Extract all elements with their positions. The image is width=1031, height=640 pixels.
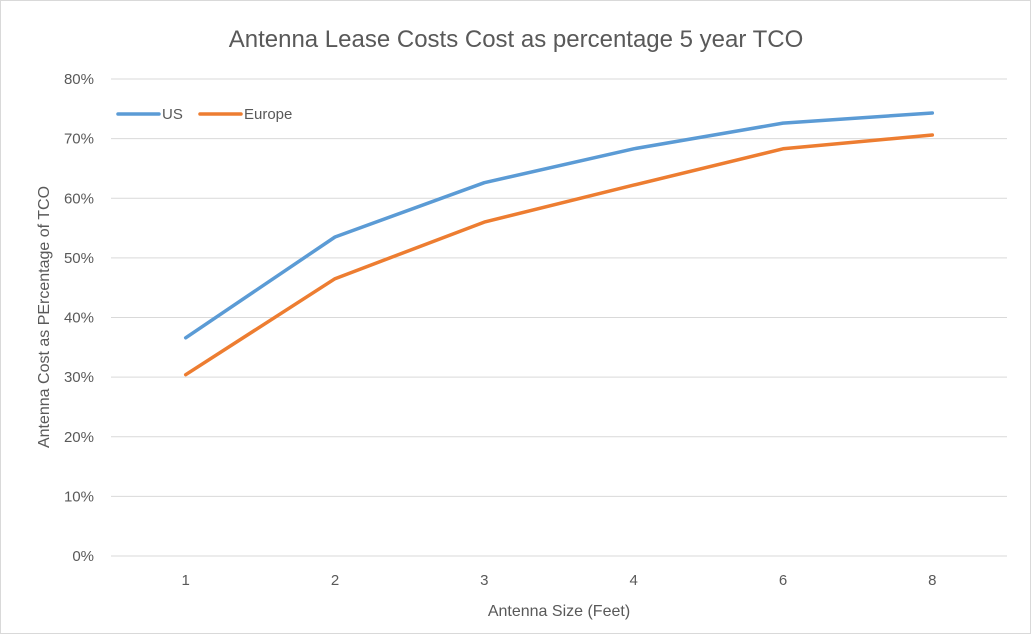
x-tick-label: 8 [928, 572, 936, 589]
series-line-europe [186, 135, 933, 375]
x-tick-label: 1 [181, 572, 189, 589]
x-tick-label: 4 [629, 572, 637, 589]
legend: US Europe [118, 106, 292, 123]
x-axis-ticks: 1 2 3 4 6 8 [181, 572, 936, 589]
gridlines [111, 79, 1007, 556]
y-tick-label: 60% [64, 190, 94, 207]
y-axis-ticks: 0% 10% 20% 30% 40% 50% 60% 70% 80% [64, 71, 94, 565]
y-tick-label: 10% [64, 488, 94, 505]
x-tick-label: 6 [779, 572, 787, 589]
y-tick-label: 50% [64, 250, 94, 267]
y-tick-label: 30% [64, 369, 94, 386]
chart-title: Antenna Lease Costs Cost as percentage 5… [229, 26, 804, 53]
y-tick-label: 80% [64, 71, 94, 88]
y-tick-label: 0% [72, 548, 94, 565]
y-tick-label: 40% [64, 310, 94, 327]
x-tick-label: 3 [480, 572, 488, 589]
y-tick-label: 20% [64, 429, 94, 446]
y-tick-label: 70% [64, 131, 94, 148]
series-lines [186, 113, 933, 375]
y-axis-label: Antenna Cost as PErcentage of TCO [36, 186, 53, 448]
x-tick-label: 2 [331, 572, 339, 589]
legend-label-us: US [162, 106, 183, 123]
legend-label-europe: Europe [244, 106, 292, 123]
x-axis-label: Antenna Size (Feet) [488, 603, 630, 620]
